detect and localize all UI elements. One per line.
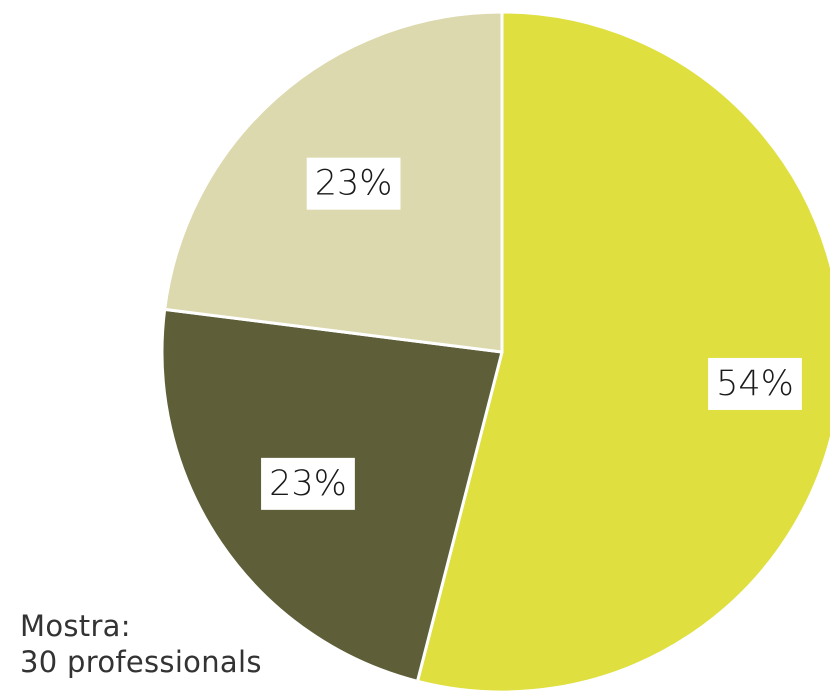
slice-label-text: 23% [269, 464, 347, 504]
slice-labels: 54% 23% 23% [261, 157, 802, 510]
slice-label-2: 23% [261, 457, 355, 510]
slice-label-background [306, 157, 401, 210]
slice-label-text: 54% [716, 364, 794, 404]
sample-note-title: Mostra: [20, 609, 131, 643]
pie-slices [160, 10, 830, 694]
sample-note: Mostra: 30 professionals [20, 608, 262, 680]
slice-label-text: 23% [315, 164, 393, 204]
slice-label-1: 54% [708, 357, 802, 410]
pie-slice-1 [415, 10, 830, 694]
slice-label-3: 23% [306, 157, 401, 210]
slice-label-background [708, 357, 802, 410]
sample-note-count: 30 professionals [20, 645, 262, 679]
slice-label-background [261, 457, 355, 510]
